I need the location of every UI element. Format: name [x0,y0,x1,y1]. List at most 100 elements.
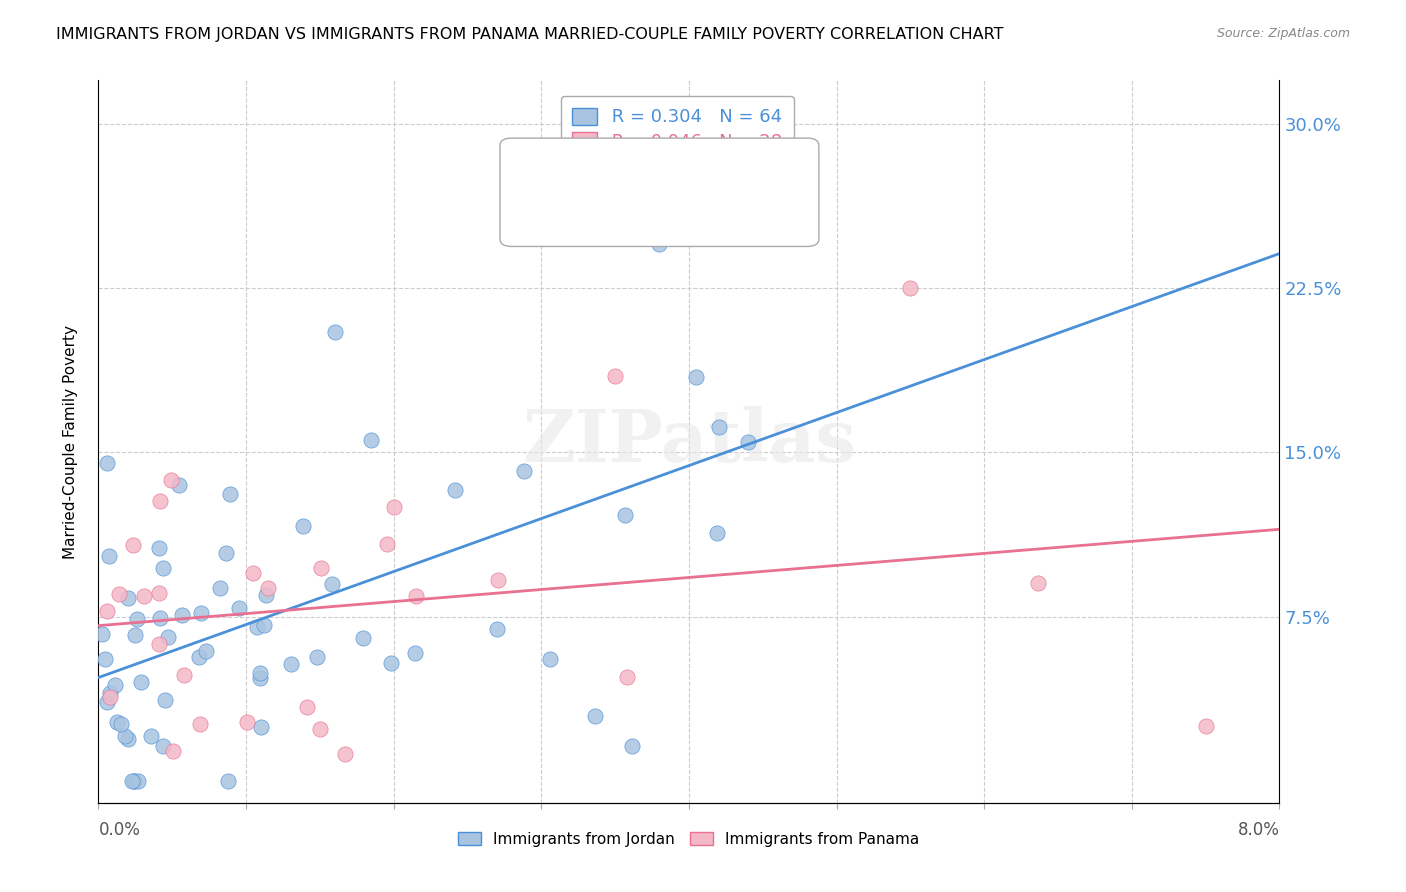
FancyBboxPatch shape [501,138,818,246]
Point [685,369,707,384]
Point [605,368,627,383]
Text: 8.0%: 8.0% [1237,821,1279,838]
Point [309,560,332,574]
Point [134,589,156,603]
Point [121,773,143,788]
Point [309,722,332,736]
Point [167,478,190,492]
Point [152,739,174,753]
Point [254,588,277,602]
Point [620,739,643,753]
Point [217,773,239,788]
Point [190,606,212,620]
Text: IMMIGRANTS FROM JORDAN VS IMMIGRANTS FROM PANAMA MARRIED-COUPLE FAMILY POVERTY C: IMMIGRANTS FROM JORDAN VS IMMIGRANTS FRO… [56,27,1004,42]
Point [122,538,145,552]
Point [560,171,582,186]
Point [321,577,343,591]
Point [148,541,170,555]
Point [157,630,180,644]
Point [538,652,561,666]
Point [96,456,118,470]
Point [195,644,218,658]
Point [280,657,302,672]
Point [1026,575,1049,590]
Point [124,628,146,642]
Point [900,281,922,295]
Point [129,675,152,690]
Point [305,649,328,664]
Point [375,537,398,551]
Point [405,589,427,603]
Point [648,237,671,252]
Point [295,699,318,714]
Point [170,608,193,623]
Point [614,508,637,523]
Point [335,747,357,761]
Point [117,731,139,746]
Point [257,581,280,595]
Point [228,600,250,615]
Point [125,612,148,626]
Point [380,656,402,670]
Point [706,526,728,541]
Point [219,486,242,500]
Point [291,518,314,533]
Text: Source: ZipAtlas.com: Source: ZipAtlas.com [1216,27,1350,40]
Point [149,494,172,508]
Point [249,671,271,685]
Y-axis label: Married-Couple Family Poverty: Married-Couple Family Poverty [63,325,77,558]
Point [215,546,238,560]
Point [98,686,121,700]
Point [236,715,259,730]
Point [616,670,638,684]
Point [96,603,118,617]
Point [117,591,139,605]
Point [93,652,115,666]
Point [149,611,172,625]
Point [153,692,176,706]
Point [173,668,195,682]
Point [512,464,534,478]
Point [707,419,730,434]
Point [249,666,271,681]
Point [108,587,131,601]
Point [250,720,273,734]
Point [246,619,269,633]
Point [98,690,121,704]
Point [162,744,184,758]
Point [404,647,426,661]
Point [323,325,346,339]
Point [352,632,374,646]
Point [486,622,509,636]
Point [360,433,382,447]
Point [104,678,127,692]
Point [124,773,146,788]
Point [148,637,170,651]
Point [96,695,118,709]
Point [148,586,170,600]
Point [208,582,231,596]
Text: 0.0%: 0.0% [98,821,141,838]
Point [122,773,145,788]
Legend: Immigrants from Jordan, Immigrants from Panama: Immigrants from Jordan, Immigrants from … [453,826,925,853]
Point [114,729,136,743]
Point [443,483,465,498]
Point [105,715,128,730]
Point [253,617,276,632]
Point [187,650,209,665]
Point [242,566,264,580]
Point [486,574,509,588]
Point [737,434,759,449]
Point [110,717,132,731]
Point [152,561,174,575]
Point [159,473,181,487]
Point [1195,719,1218,733]
Point [188,716,211,731]
Point [141,730,163,744]
Point [382,500,405,515]
Point [98,549,121,564]
Text: ZIPatlas: ZIPatlas [522,406,856,477]
Point [583,708,606,723]
Point [127,773,149,788]
Point [91,627,114,641]
